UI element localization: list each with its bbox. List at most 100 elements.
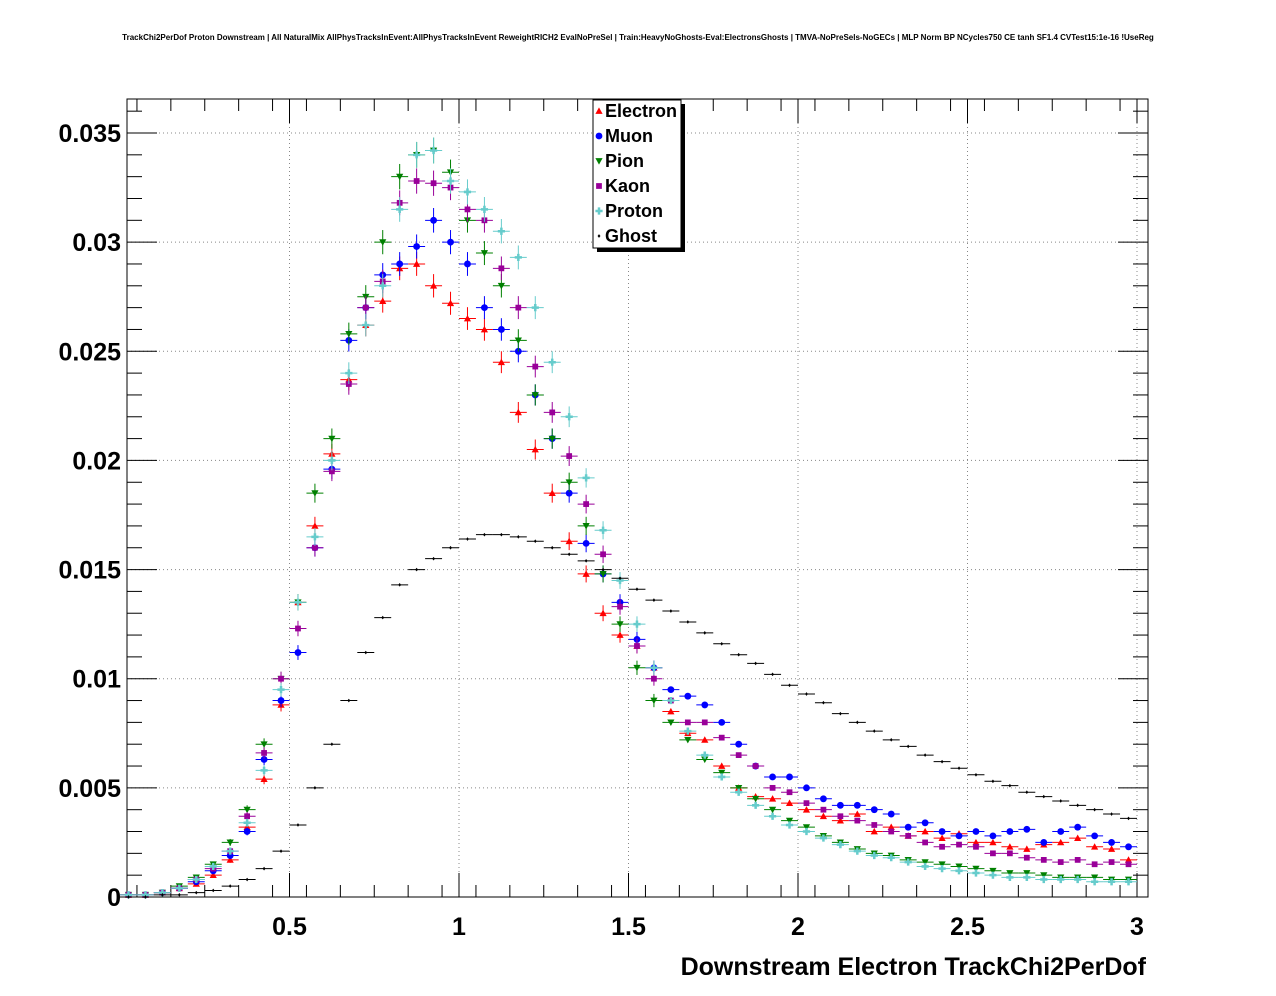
data-point: [684, 727, 692, 735]
data-point: [635, 587, 639, 592]
data-point: [921, 819, 929, 827]
data-point: [701, 719, 708, 726]
data-point: [498, 265, 505, 272]
data-point: [379, 239, 387, 246]
data-point: [330, 742, 334, 747]
legend-marker-pion: [595, 158, 603, 165]
data-point: [429, 146, 438, 155]
data-point: [362, 304, 369, 311]
data-point: [480, 205, 489, 213]
data-point: [785, 821, 794, 829]
data-point: [785, 799, 794, 807]
data-point: [837, 813, 844, 820]
data-point: [243, 806, 251, 814]
data-point: [684, 692, 692, 700]
data-point: [209, 862, 217, 871]
data-point: [127, 895, 130, 899]
data-point: [345, 381, 352, 387]
data-point: [887, 810, 895, 818]
data-point: [1076, 803, 1080, 808]
data-point: [989, 871, 997, 879]
data-point: [1091, 832, 1099, 840]
legend-label-muon: Muon: [605, 126, 653, 146]
data-point: [226, 856, 234, 863]
data-point: [177, 892, 181, 897]
data-point: [313, 786, 317, 790]
legend-label-kaon: Kaon: [605, 176, 650, 196]
data-point: [905, 833, 912, 839]
data-point: [260, 766, 268, 774]
data-point: [1057, 875, 1065, 884]
data-point: [939, 843, 945, 850]
legend-marker-proton: [595, 207, 603, 215]
data-point: [1124, 878, 1133, 886]
data-point: [1040, 875, 1048, 884]
data-point: [379, 297, 387, 304]
data-point: [582, 474, 590, 482]
data-point: [955, 832, 963, 840]
data-point: [754, 661, 758, 666]
y-tick-label: 0.005: [58, 775, 121, 803]
data-point: [684, 719, 691, 726]
data-point: [718, 734, 725, 741]
y-tick-label: 0.02: [72, 447, 121, 475]
data-point: [347, 698, 351, 703]
x-axis-title: Downstream Electron TrackChi2PerDof: [681, 953, 1147, 981]
data-point: [243, 828, 251, 835]
data-point: [870, 827, 878, 835]
data-point: [413, 243, 421, 250]
data-point: [449, 545, 452, 550]
data-point: [447, 238, 454, 246]
data-point: [482, 532, 486, 537]
data-point: [1059, 799, 1063, 803]
data-point: [718, 718, 726, 726]
data-point: [278, 675, 284, 682]
data-point: [262, 866, 266, 871]
data-point: [294, 598, 302, 606]
data-point: [1125, 861, 1132, 868]
data-point: [295, 625, 301, 632]
data-point: [243, 819, 251, 827]
data-point: [1107, 845, 1116, 852]
data-point: [532, 363, 539, 370]
data-point: [821, 700, 825, 705]
data-point: [582, 523, 590, 530]
data-point: [567, 552, 571, 557]
axis-ticks: [127, 99, 1148, 898]
data-point: [633, 620, 641, 628]
data-point: [752, 763, 759, 769]
data-point: [853, 801, 861, 809]
data-point: [973, 843, 979, 850]
data-point: [1125, 843, 1132, 851]
data-point: [972, 865, 980, 873]
data-point: [1108, 839, 1115, 846]
data-point: [124, 891, 133, 899]
data-point: [616, 631, 624, 638]
data-point: [974, 772, 978, 777]
data-point: [464, 260, 471, 268]
data-point: [718, 769, 726, 777]
data-point: [515, 304, 522, 311]
data-point: [802, 824, 811, 831]
data-point: [701, 751, 709, 759]
data-point: [481, 304, 488, 312]
data-point: [871, 822, 878, 828]
data-point: [940, 759, 944, 764]
y-tick-label: 0.03: [72, 229, 121, 257]
data-point: [870, 806, 878, 814]
data-point: [701, 701, 709, 709]
data-point: [398, 583, 402, 587]
data-point: [143, 895, 147, 899]
data-point: [1093, 807, 1097, 812]
series-ghost: [120, 532, 1137, 899]
data-point: [1042, 794, 1046, 799]
data-point: [531, 445, 539, 453]
data-point: [345, 369, 353, 377]
data-point: [972, 838, 980, 846]
data-point: [667, 707, 675, 715]
data-point: [669, 609, 673, 613]
data-point: [684, 736, 692, 744]
legend-marker-ghost: [597, 234, 601, 238]
series-proton: [120, 137, 1137, 899]
